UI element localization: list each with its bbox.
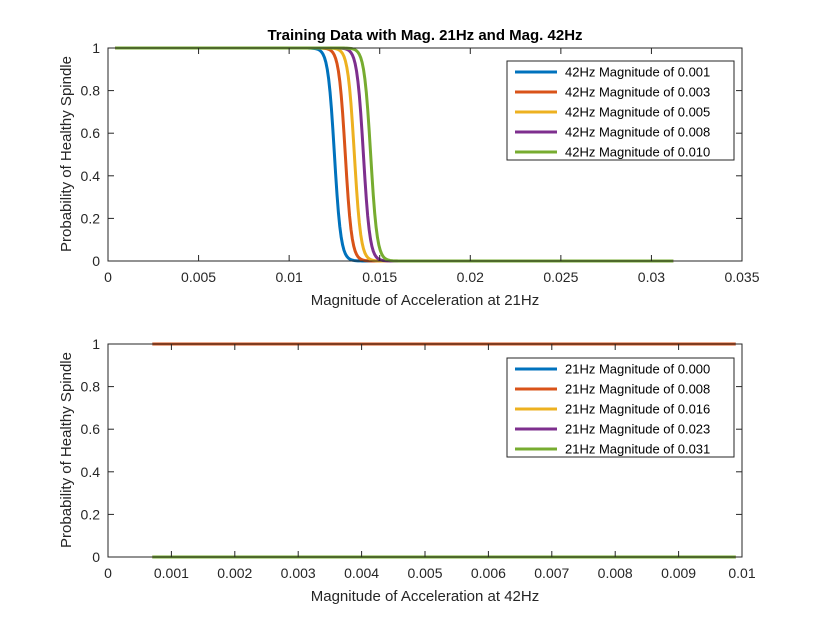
- bottom-subplot: 0 0.001 0.002 0.003 0.004 0.005 0.006 0.007 0.00…: [58, 336, 756, 605]
- top-x-axis-label: Magnitude of Acceleration at 21Hz: [311, 292, 539, 309]
- bottom-x-tick-label: 0.008: [598, 565, 633, 581]
- bottom-y-tick-label: 1: [92, 336, 100, 352]
- top-x-tick-label: 0.01: [276, 269, 303, 285]
- top-x-tick-label: 0: [104, 269, 112, 285]
- bottom-x-tick-label: 0: [104, 565, 112, 581]
- top-y-tick-label: 0.2: [81, 210, 101, 226]
- top-legend-label-3: 42Hz Magnitude of 0.005: [565, 105, 710, 120]
- top-legend-label-4: 42Hz Magnitude of 0.008: [565, 125, 710, 140]
- bottom-y-tick-label: 0.8: [81, 379, 101, 395]
- top-x-tick-label: 0.03: [638, 269, 665, 285]
- top-x-tick-label: 0.015: [362, 269, 397, 285]
- top-y-tick-label: 0.6: [81, 125, 101, 141]
- bottom-x-tick-label: 0.004: [344, 565, 379, 581]
- top-y-tick-label: 0.4: [81, 168, 101, 184]
- top-chart-title: Training Data with Mag. 21Hz and Mag. 42…: [267, 27, 582, 44]
- bottom-x-tick-label: 0.005: [407, 565, 442, 581]
- top-legend-label-2: 42Hz Magnitude of 0.003: [565, 85, 710, 100]
- bottom-x-tick-label: 0.009: [661, 565, 696, 581]
- bottom-x-tick-label: 0.003: [281, 565, 316, 581]
- bottom-x-tick-label: 0.001: [154, 565, 189, 581]
- top-ticks-group: 0 0.005 0.01 0.015 0.02 0.025 0.03 0.035 0 0.2 0.4…: [81, 40, 760, 285]
- top-legend-label-5: 42Hz Magnitude of 0.010: [565, 145, 710, 160]
- bottom-legend-label-4: 21Hz Magnitude of 0.023: [565, 422, 710, 437]
- bottom-legend-label-2: 21Hz Magnitude of 0.008: [565, 382, 710, 397]
- bottom-x-tick-label: 0.006: [471, 565, 506, 581]
- top-legend: 42Hz Magnitude of 0.001 42Hz Magnitude of…: [506, 60, 735, 161]
- top-x-tick-label: 0.005: [181, 269, 216, 285]
- bottom-y-tick-label: 0: [92, 549, 100, 565]
- top-x-tick-label: 0.02: [457, 269, 484, 285]
- bottom-x-tick-label: 0.01: [728, 565, 755, 581]
- bottom-y-tick-label: 0.2: [81, 506, 101, 522]
- bottom-x-tick-label: 0.002: [217, 565, 252, 581]
- bottom-x-axis-label: Magnitude of Acceleration at 42Hz: [311, 588, 539, 605]
- bottom-x-tick-label: 0.007: [534, 565, 569, 581]
- top-legend-label-1: 42Hz Magnitude of 0.001: [565, 65, 710, 80]
- top-subplot: 0 0.005 0.01 0.015 0.02 0.025 0.03 0.035 0 0.2 0.4…: [58, 27, 760, 309]
- top-x-tick-label: 0.025: [543, 269, 578, 285]
- top-y-tick-label: 0: [92, 253, 100, 269]
- bottom-legend-label-3: 21Hz Magnitude of 0.016: [565, 402, 710, 417]
- top-y-tick-label: 1: [92, 40, 100, 56]
- bottom-y-tick-label: 0.6: [81, 421, 101, 437]
- bottom-legend-label-1: 21Hz Magnitude of 0.000: [565, 362, 710, 377]
- top-y-axis-label: Probability of Healthy Spindle: [58, 56, 75, 252]
- top-x-tick-label: 0.035: [724, 269, 759, 285]
- bottom-legend: 21Hz Magnitude of 0.000 21Hz Magnitude of…: [506, 357, 735, 458]
- top-axes-box: [107, 47, 743, 262]
- bottom-y-tick-label: 0.4: [81, 464, 101, 480]
- top-y-tick-label: 0.8: [81, 83, 101, 99]
- bottom-ticks-group: 0 0.001 0.002 0.003 0.004 0.005 0.006 0.007 0.00…: [81, 336, 756, 581]
- bottom-legend-label-5: 21Hz Magnitude of 0.031: [565, 442, 710, 457]
- bottom-y-axis-label: Probability of Healthy Spindle: [58, 352, 75, 548]
